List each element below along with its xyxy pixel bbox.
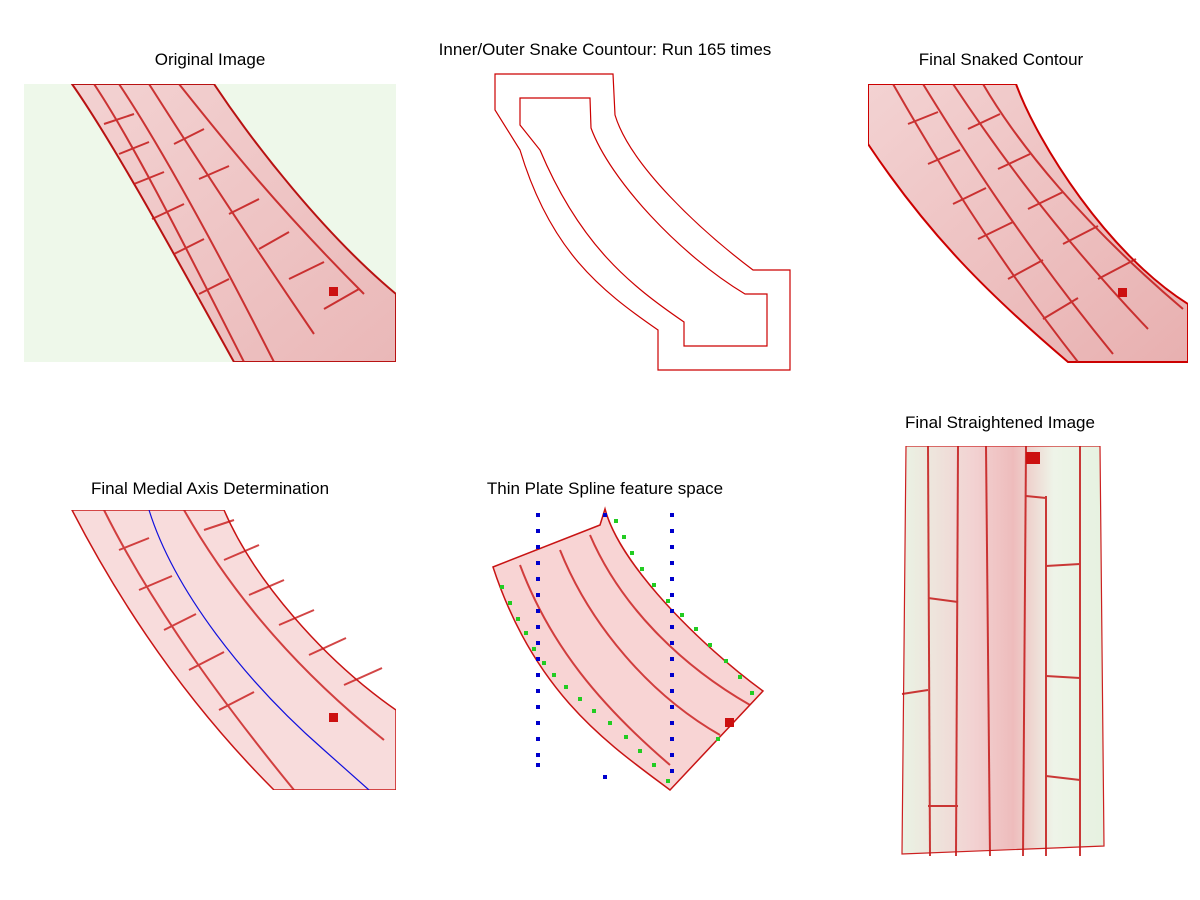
title-final-snaked-contour: Final Snaked Contour bbox=[918, 50, 1084, 69]
title-medial-axis: Final Medial Axis Determination bbox=[90, 479, 330, 498]
original-root-image bbox=[70, 84, 396, 362]
title-snake-contour: Inner/Outer Snake Countour: Run 165 time… bbox=[438, 40, 772, 59]
medial-axis-panel bbox=[24, 510, 396, 790]
final-contour-image bbox=[868, 84, 1188, 363]
title-straightened-image: Final Straightened Image bbox=[905, 413, 1095, 432]
tps-green-markers bbox=[500, 519, 754, 783]
tps-blue-markers bbox=[536, 513, 674, 779]
tps-image bbox=[492, 506, 765, 792]
outer-snake-contour bbox=[494, 73, 791, 371]
title-original-image: Original Image bbox=[154, 50, 266, 69]
final-contour-panel bbox=[868, 84, 1188, 364]
inner-snake-contour bbox=[519, 97, 768, 347]
snake-contour-drawing bbox=[494, 73, 791, 371]
medial-axis-image bbox=[71, 510, 396, 790]
tps-panel bbox=[480, 505, 780, 795]
original-image-panel bbox=[24, 84, 396, 362]
medial-axis-line bbox=[148, 510, 370, 790]
straightened-panel bbox=[898, 446, 1108, 856]
straightened-image bbox=[901, 446, 1105, 856]
title-tps-feature-space: Thin Plate Spline feature space bbox=[486, 479, 724, 498]
snake-contour-panel bbox=[490, 70, 800, 375]
